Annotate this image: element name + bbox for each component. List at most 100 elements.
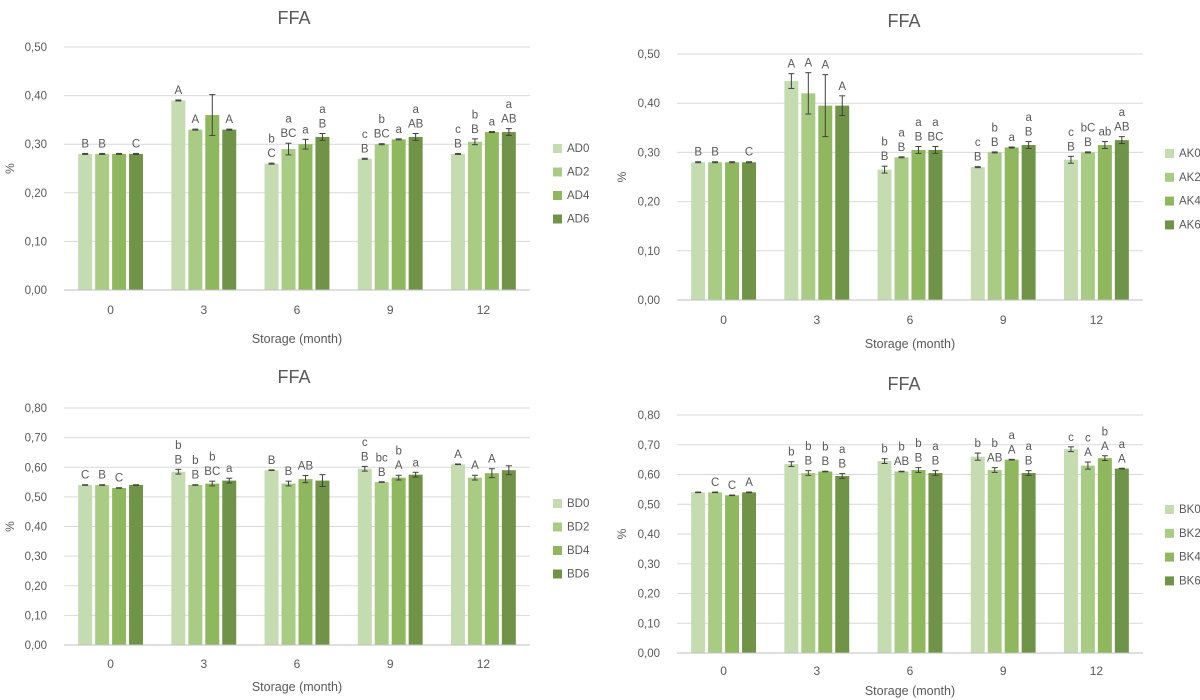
significance-label: C <box>115 473 123 485</box>
significance-label: B <box>98 138 106 150</box>
bar <box>1097 145 1112 300</box>
y-tick-label: 0,80 <box>638 410 660 422</box>
bar <box>374 482 389 645</box>
significance-line: a <box>395 124 402 136</box>
significance-line: BC <box>374 129 390 141</box>
bar <box>357 158 372 290</box>
bar <box>408 136 423 290</box>
significance-line: a <box>932 441 939 453</box>
bar <box>298 144 313 290</box>
significance-line: B <box>361 143 369 155</box>
bar <box>877 461 892 653</box>
legend-swatch <box>1165 528 1174 538</box>
x-tick-label: 9 <box>1000 313 1007 327</box>
legend-swatch <box>1165 576 1174 586</box>
significance-line: B <box>268 455 276 467</box>
significance-label: AB a <box>501 99 517 126</box>
legend-label: BD6 <box>567 569 589 581</box>
legend-label: AK4 <box>1179 196 1200 208</box>
significance-line: A <box>225 114 233 126</box>
y-axis-label: % <box>615 171 629 182</box>
significance-label: BC a <box>927 117 943 144</box>
significance-line: b <box>805 441 811 453</box>
significance-line: c <box>1068 127 1074 139</box>
significance-line: a <box>932 117 939 129</box>
significance-label: Bbc <box>376 452 388 479</box>
significance-label: AB b <box>894 442 910 469</box>
y-tick-label: 0,00 <box>25 640 47 652</box>
significance-label: Aa <box>1008 430 1016 457</box>
significance-line: bC <box>1081 122 1096 134</box>
significance-label: C <box>132 138 140 150</box>
significance-line: C <box>115 473 123 485</box>
bar <box>691 492 706 653</box>
x-tick-label: 3 <box>200 657 207 671</box>
significance-line: A <box>191 114 199 126</box>
y-tick-label: 0,20 <box>638 197 660 209</box>
chart-title: FFA <box>887 374 920 394</box>
legend-label: BK0 <box>1179 504 1200 516</box>
x-tick-label: 12 <box>1090 313 1104 327</box>
significance-label: A <box>471 460 479 472</box>
bar <box>928 149 943 300</box>
bar <box>818 105 833 300</box>
significance-label: Ba <box>319 104 327 130</box>
significance-line: b <box>992 122 998 134</box>
significance-label: Cb <box>267 134 275 161</box>
chart-title: FFA <box>887 11 920 31</box>
significance-line: A <box>838 81 846 93</box>
significance-label: C <box>711 477 719 489</box>
significance-label: Ba <box>915 117 923 144</box>
bar <box>1114 468 1129 653</box>
legend-label: AD0 <box>567 143 589 155</box>
significance-line: A <box>821 60 829 72</box>
significance-line: B <box>175 454 183 466</box>
significance-line: c <box>1085 433 1091 445</box>
bar <box>408 474 423 645</box>
significance-label: A <box>804 58 812 70</box>
significance-line: b <box>472 109 478 121</box>
legend-label: BK4 <box>1179 552 1200 564</box>
significance-line: b <box>881 444 887 456</box>
legend-swatch <box>1165 505 1174 514</box>
significance-label: Bb <box>471 109 479 136</box>
significance-label: Bc <box>974 137 982 164</box>
significance-label: B <box>694 147 702 159</box>
significance-line: B <box>471 124 479 136</box>
bar <box>188 485 203 645</box>
significance-line: b <box>379 114 385 126</box>
x-tick-label: 6 <box>907 313 914 327</box>
significance-label: A <box>191 114 199 126</box>
y-tick-label: 0,40 <box>25 522 47 534</box>
y-tick-label: 0,20 <box>638 589 660 601</box>
bar <box>911 149 926 300</box>
significance-line: B <box>361 451 369 463</box>
significance-line: A <box>788 59 796 71</box>
significance-line: b <box>175 440 181 452</box>
significance-label: Bb <box>881 137 889 164</box>
y-tick-label: 0,50 <box>25 42 47 54</box>
significance-label: Ba <box>932 441 940 468</box>
significance-line: a <box>898 127 905 139</box>
significance-line: AB <box>987 453 1003 465</box>
x-axis-label: Storage (month) <box>865 684 955 698</box>
chart-panel-4: FFA 0,00 0,10 0,20 0,30 0,40 0,50 0,60 0,70 0,80%… <box>615 374 1200 698</box>
significance-line: A <box>395 460 403 472</box>
significance-line: B <box>1025 456 1033 468</box>
significance-line: A <box>1084 447 1092 459</box>
y-axis-label: % <box>3 163 17 174</box>
bar <box>1097 458 1112 653</box>
bar <box>877 169 892 300</box>
significance-label: BbC <box>1081 122 1096 149</box>
bar <box>357 468 372 645</box>
bar <box>484 132 499 290</box>
x-tick-label: 0 <box>107 303 114 317</box>
bar <box>222 129 237 290</box>
legend-swatch <box>553 191 562 200</box>
legend-swatch <box>553 499 562 508</box>
bar <box>501 132 516 290</box>
significance-label: Bc <box>454 124 462 151</box>
significance-line: B <box>98 470 106 482</box>
significance-line: B <box>191 470 199 482</box>
significance-line: a <box>1008 132 1015 144</box>
